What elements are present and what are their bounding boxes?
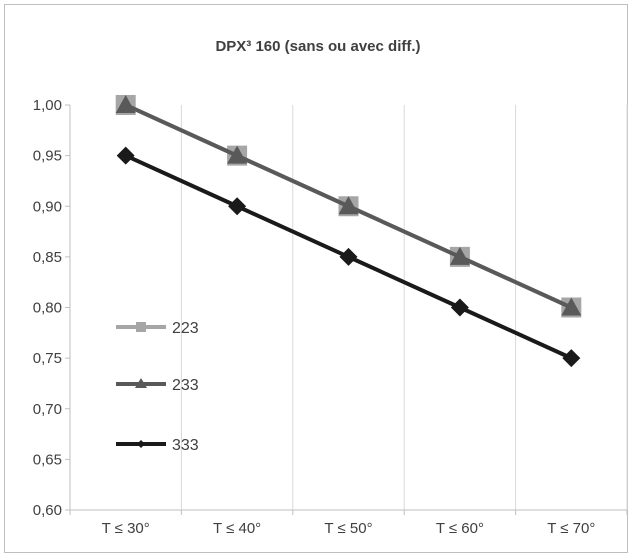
y-tick-label: 1,00	[33, 97, 62, 114]
series-333	[116, 146, 581, 368]
x-tick-label: T ≤ 40°	[213, 520, 261, 537]
x-tick-label: T ≤ 60°	[436, 520, 484, 537]
data-point-233	[449, 246, 470, 265]
data-point-333	[116, 146, 135, 165]
axes: 0,60 0,65 0,70 0,75 0,80 0,85 0,90 0,95 1,00 T ≤ …	[33, 97, 628, 537]
legend-marker	[137, 440, 145, 448]
legend: 223 233 333	[116, 320, 199, 454]
y-tick-label: 0,65	[33, 451, 62, 468]
y-tick-label: 0,95	[33, 148, 62, 165]
data-point-333	[339, 247, 358, 266]
series-233	[115, 95, 582, 316]
chart-title: DPX³ 160 (sans ou avec diff.)	[215, 38, 420, 55]
data-point-333	[228, 197, 247, 216]
legend-label: 223	[172, 320, 199, 337]
y-tick-label: 0,60	[33, 502, 62, 519]
legend-item-223: 223	[116, 320, 199, 337]
data-point-233	[338, 196, 359, 215]
legend-marker	[136, 322, 146, 332]
x-tick-label: T ≤ 30°	[102, 520, 150, 537]
legend-item-233: 233	[116, 377, 199, 394]
data-point-233	[227, 145, 248, 164]
gridlines	[180, 105, 628, 510]
y-tick-label: 0,75	[33, 350, 62, 367]
chart-frame	[4, 4, 628, 553]
y-tick-label: 0,70	[33, 401, 62, 418]
legend-marker	[135, 378, 147, 388]
series-lines	[115, 95, 582, 368]
y-tick-label: 0,80	[33, 300, 62, 317]
x-tick-label: T ≤ 50°	[324, 520, 372, 537]
y-tick-label: 0,90	[33, 198, 62, 215]
legend-label: 233	[172, 377, 199, 394]
data-point-333	[450, 298, 469, 317]
data-point-233	[561, 297, 582, 316]
legend-item-333: 333	[116, 437, 199, 454]
data-point-233	[115, 95, 136, 113]
legend-label: 333	[172, 437, 199, 454]
data-point-333	[562, 349, 581, 368]
y-tick-label: 0,85	[33, 249, 62, 266]
x-tick-label: T ≤ 70°	[547, 520, 595, 537]
